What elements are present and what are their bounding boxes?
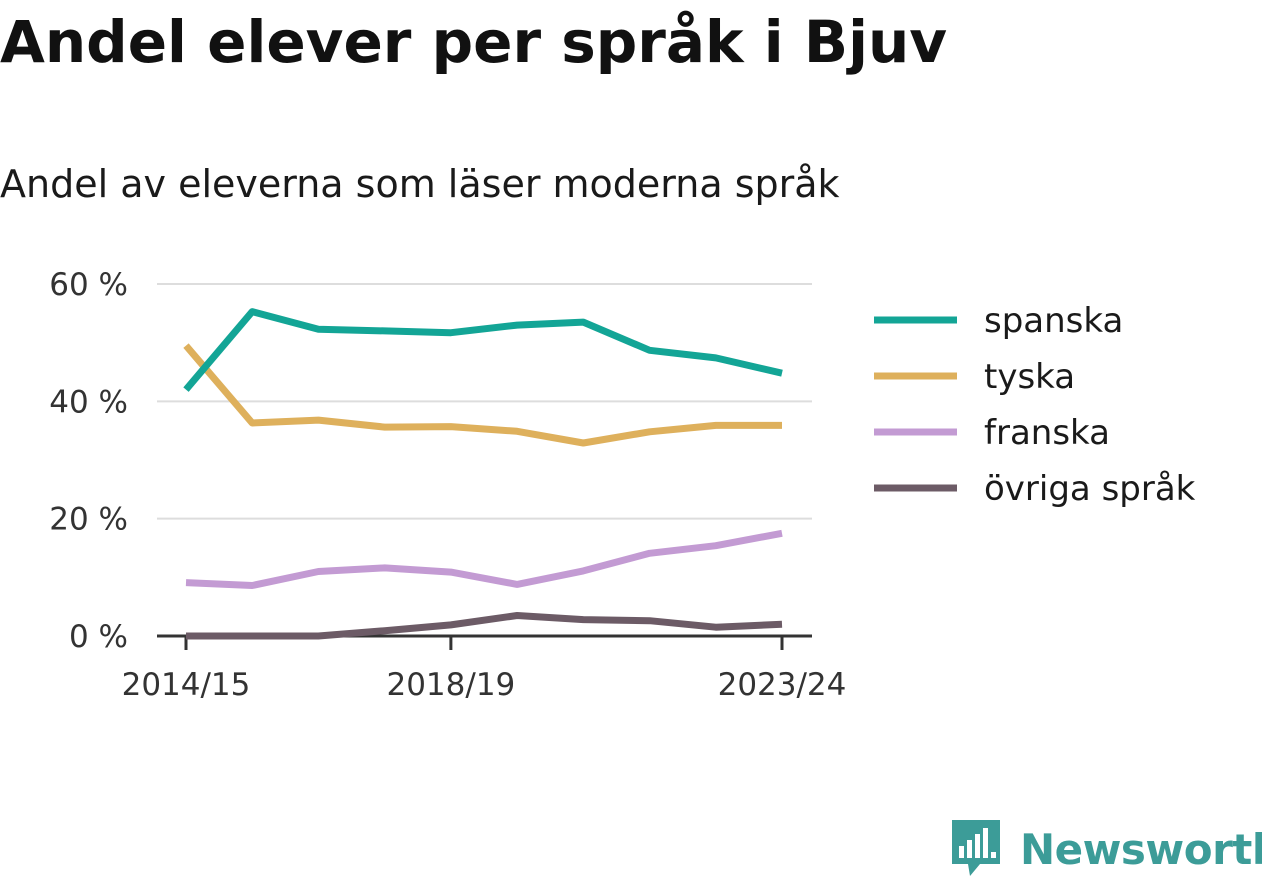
x-tick-label: 2014/15 (122, 667, 251, 703)
series-line-spanska (183, 308, 783, 392)
x-tick-label: 2023/24 (718, 667, 847, 703)
gridlines (157, 283, 812, 520)
x-axis-tick-labels: 2014/15 2018/19 2023/24 (122, 667, 847, 703)
y-tick-label: 60 % (49, 267, 128, 303)
y-axis-tick-labels: 0 % 20 % 40 % 60 % (49, 267, 128, 655)
series-line-övriga-språk (186, 612, 783, 640)
y-tick-label: 40 % (49, 384, 128, 420)
legend-label: spanska (984, 301, 1123, 341)
newsworthy-logo-icon (952, 820, 1000, 876)
y-tick-label: 20 % (49, 502, 128, 538)
series-line-tyska (183, 343, 782, 447)
chart-title: Andel elever per språk i Bjuv (0, 8, 948, 76)
legend-label: franska (984, 413, 1110, 453)
legend: spanska tyska franska övriga språk (874, 301, 1196, 509)
chart-subtitle: Andel av eleverna som läser moderna språ… (0, 162, 840, 206)
brand-name: Newsworthy (1020, 824, 1262, 874)
series-line-franska (185, 529, 783, 589)
y-tick-label: 0 % (69, 619, 128, 655)
legend-label: övriga språk (984, 469, 1196, 509)
brand-logo: Newsworthy (950, 818, 1262, 880)
legend-label: tyska (984, 357, 1075, 397)
series-lines (183, 308, 783, 640)
x-tick-label: 2018/19 (386, 667, 515, 703)
